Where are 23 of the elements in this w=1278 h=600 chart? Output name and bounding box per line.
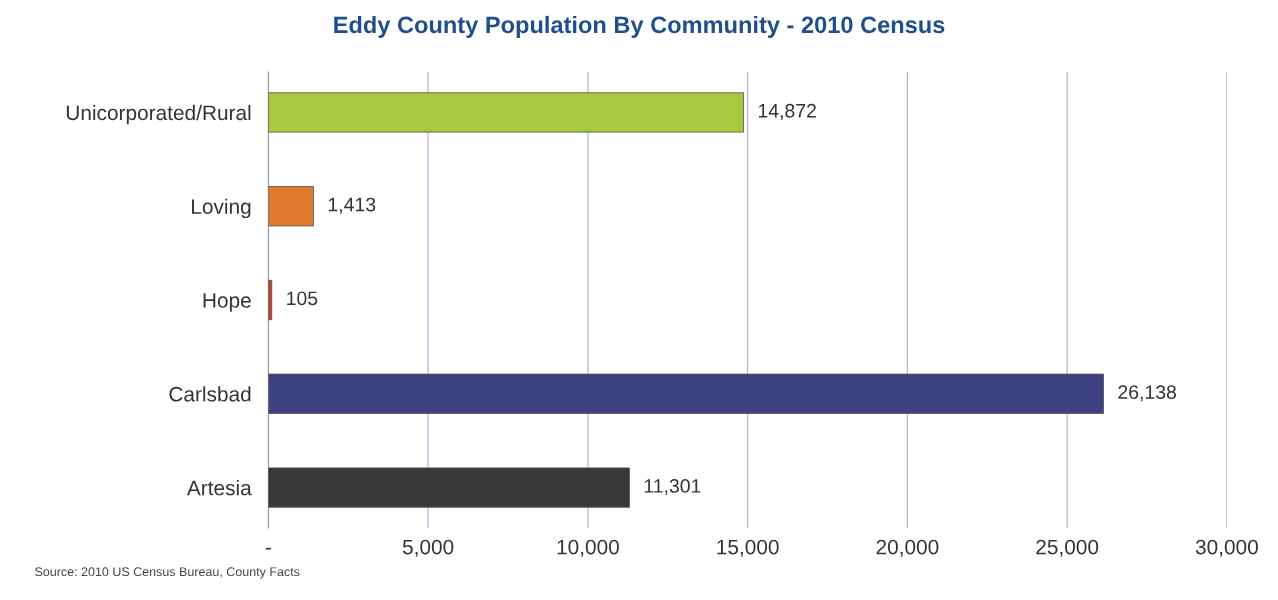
bar <box>268 92 744 133</box>
bar <box>268 467 630 508</box>
bar <box>268 373 1104 414</box>
x-tick-label: 20,000 <box>876 539 939 557</box>
source-note: Source: 2010 US Census Bureau, County Facts <box>35 567 300 579</box>
y-tick-label: Carlsbad <box>169 386 251 402</box>
x-tick-label: 5,000 <box>402 539 454 557</box>
y-tick-label: Artesia <box>186 480 252 496</box>
data-label: 26,138 <box>1118 385 1176 402</box>
x-tick-label: 10,000 <box>557 539 619 557</box>
x-tick-label: 30,000 <box>1195 539 1258 557</box>
data-label: 11,301 <box>644 479 701 496</box>
y-tick-label: Unicorporated/Rural <box>66 104 251 125</box>
data-label: 105 <box>287 291 318 306</box>
x-tick-label: - <box>265 547 271 550</box>
data-label: 14,872 <box>758 103 816 120</box>
chart-title: Eddy County Population By Community - 2010 Census <box>334 15 945 38</box>
x-tick-label: 15,000 <box>717 539 779 557</box>
bar <box>268 186 314 227</box>
data-label: 1,413 <box>328 197 376 214</box>
x-tick-label: 25,000 <box>1036 539 1099 557</box>
y-tick-label: Hope <box>203 293 251 312</box>
y-tick-label: Loving <box>192 198 251 219</box>
